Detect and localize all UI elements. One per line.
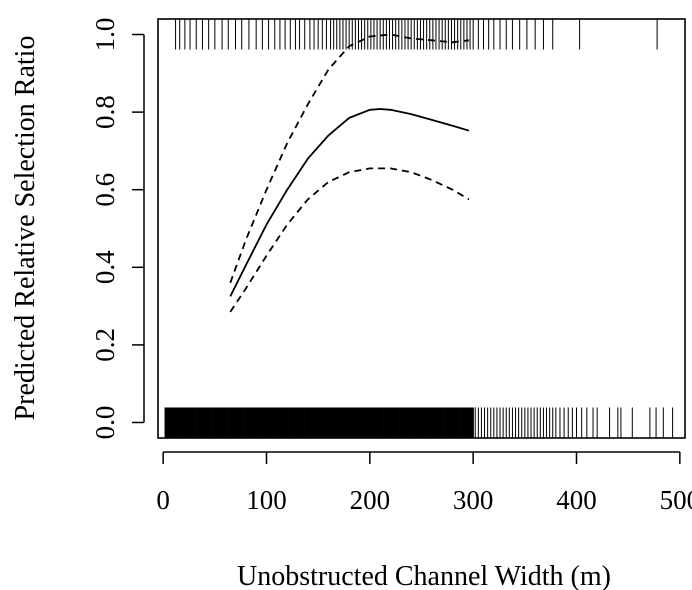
confidence-band-line [229,33,470,284]
y-tick-label: 0.8 [90,95,120,129]
x-axis: 0 100 200 300 400 500 [156,451,692,515]
y-axis-label: Predicted Relative Selection Ratio [10,36,41,421]
x-axis-label: Unobstructed Channel Width (m) [237,561,611,590]
y-tick-label: 1.0 [90,18,120,52]
x-tick-label: 500 [660,485,692,515]
x-tick-label: 200 [350,485,391,515]
fitted-curve [229,108,470,297]
y-tick-label: 0.0 [90,406,120,440]
y-axis: 0.0 0.2 0.4 0.6 0.8 1.0 [90,18,145,440]
y-tick-label: 0.2 [90,328,120,362]
plot-frame [157,18,686,439]
x-tick-label: 400 [556,485,597,515]
x-tick-label: 100 [246,485,287,515]
x-tick-label: 0 [156,485,170,515]
rug-layer [164,19,674,438]
lines-layer [229,33,470,313]
y-tick-label: 0.6 [90,173,120,207]
confidence-band-line [229,167,470,313]
y-tick-label: 0.4 [90,250,120,284]
x-tick-label: 300 [453,485,494,515]
